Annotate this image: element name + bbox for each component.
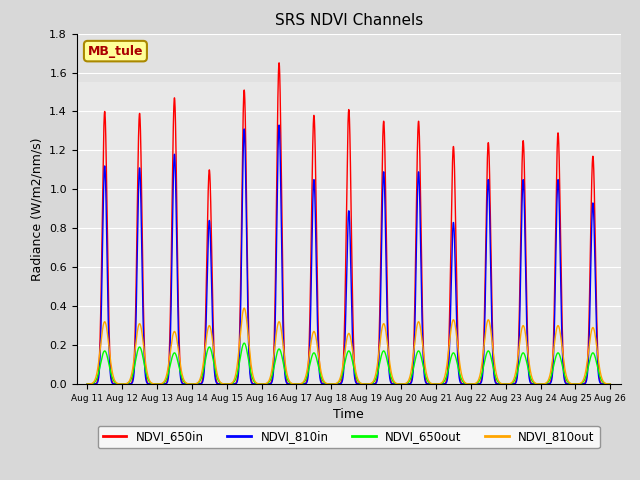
Legend: NDVI_650in, NDVI_810in, NDVI_650out, NDVI_810out: NDVI_650in, NDVI_810in, NDVI_650out, NDV… — [98, 426, 600, 448]
Text: MB_tule: MB_tule — [88, 45, 143, 58]
Title: SRS NDVI Channels: SRS NDVI Channels — [275, 13, 423, 28]
X-axis label: Time: Time — [333, 408, 364, 421]
Y-axis label: Radiance (W/m2/nm/s): Radiance (W/m2/nm/s) — [31, 137, 44, 280]
Bar — [77, 34, 621, 82]
